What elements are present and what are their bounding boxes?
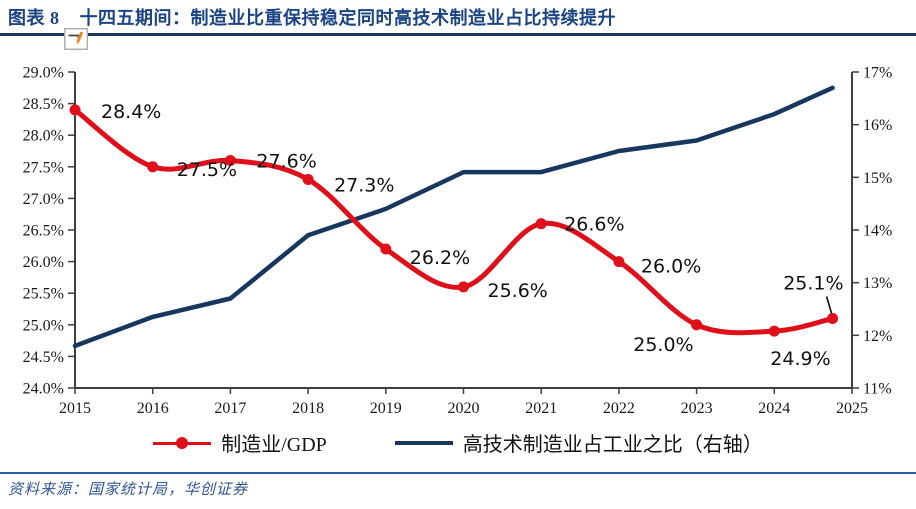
right-axis-tick-label: 16%: [863, 117, 892, 134]
data-point-label: 27.6%: [256, 150, 316, 172]
pencil-box-icon: [64, 28, 88, 50]
legend-label: 高技术制造业占工业之比（右轴）: [462, 434, 763, 456]
navy-line-icon: [394, 437, 453, 449]
data-point-marker: [147, 161, 159, 173]
data-point-marker: [691, 319, 703, 331]
x-axis-tick-label: 2020: [448, 400, 480, 417]
figure-title: 图表 8 十四五期间：制造业比重保持稳定同时高技术制造业占比持续提升: [8, 4, 908, 30]
x-axis-tick-label: 2017: [214, 400, 246, 417]
left-axis-tick-label: 27.0%: [23, 191, 64, 208]
left-axis-tick-label: 25.0%: [23, 317, 64, 334]
data-point-marker: [224, 154, 236, 166]
data-point-label: 28.4%: [101, 101, 161, 123]
data-point-marker: [827, 312, 839, 324]
data-point-label: 26.6%: [564, 214, 624, 236]
data-point-label: 26.2%: [410, 247, 470, 269]
left-axis-tick-label: 24.0%: [23, 381, 64, 398]
legend-item-manufacturing-gdp: 制造业/GDP: [153, 428, 327, 457]
data-point-marker: [768, 325, 780, 337]
right-axis-tick-label: 12%: [863, 328, 892, 345]
chart-legend: 制造业/GDP 高技术制造业占工业之比（右轴）: [0, 428, 916, 457]
pencil-glyph: [76, 31, 84, 45]
left-axis-tick-label: 27.5%: [23, 159, 64, 176]
left-axis-tick-label: 24.5%: [23, 349, 64, 366]
legend-item-hightech-share: 高技术制造业占工业之比（右轴）: [394, 428, 763, 457]
data-point-label: 26.0%: [641, 256, 701, 278]
x-axis-tick-label: 2025: [836, 400, 868, 417]
x-axis-tick-label: 2023: [681, 400, 713, 417]
left-axis-tick-label: 26.0%: [23, 254, 64, 271]
x-axis-tick-label: 2018: [292, 400, 324, 417]
dual-axis-line-chart: 29.0% 28.5% 28.0% 27.5% 27.0% 26.5% 26.0% 25.5%…: [23, 65, 893, 418]
right-axis-tick-label: 14%: [863, 223, 892, 240]
left-axis-tick-label: 29.0%: [23, 65, 64, 82]
data-point-marker: [302, 173, 314, 185]
legend-label: 制造业/GDP: [221, 434, 327, 456]
data-point-marker: [535, 218, 547, 230]
data-point-marker: [380, 243, 392, 255]
x-axis-tick-label: 2015: [59, 400, 91, 417]
data-point-label: 24.9%: [770, 348, 830, 370]
x-axis-tick-label: 2019: [370, 400, 402, 417]
x-axis-tick-label: 2021: [525, 400, 557, 417]
left-axis-tick-label: 28.5%: [23, 96, 64, 113]
right-axis-tick-label: 17%: [863, 65, 892, 82]
right-axis-tick-label: 15%: [863, 170, 892, 187]
figure-number: 图表 8: [8, 8, 60, 28]
footer-divider: [0, 472, 916, 474]
right-axis-tick-label: 11%: [863, 381, 892, 398]
data-point-label: 25.0%: [633, 334, 693, 356]
data-point-label: 27.5%: [177, 159, 237, 181]
manufacturing-gdp-line: [72, 107, 836, 336]
figure-title-text: 十四五期间：制造业比重保持稳定同时高技术制造业占比持续提升: [79, 8, 616, 28]
hightech-share-line: [72, 85, 835, 349]
data-point-marker: [458, 281, 469, 293]
red-line-marker-icon: [153, 436, 212, 449]
source-note: 资料来源：国家统计局，华创证券: [8, 482, 249, 498]
x-axis-tick-label: 2022: [603, 400, 635, 417]
data-point-label: 25.6%: [488, 280, 548, 302]
label-leader-line: [825, 296, 833, 314]
left-axis-tick-label: 28.0%: [23, 128, 64, 145]
x-axis-tick-label: 2016: [137, 400, 169, 417]
data-point-marker: [69, 104, 81, 116]
x-axis-tick-label: 2024: [758, 400, 790, 417]
left-axis-tick-label: 26.5%: [23, 223, 64, 240]
left-axis-tick-label: 25.5%: [23, 286, 64, 303]
data-point-label: 27.3%: [334, 174, 394, 196]
title-divider: [0, 33, 916, 36]
data-point-label: 25.1%: [783, 272, 843, 294]
data-point-marker: [613, 256, 625, 268]
right-axis-tick-label: 13%: [863, 275, 892, 292]
